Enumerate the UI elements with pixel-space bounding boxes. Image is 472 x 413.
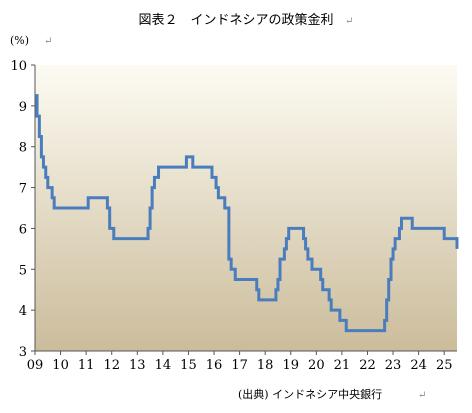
plot-area (35, 65, 457, 351)
policy-rate-line (35, 94, 459, 333)
y-tick-label: 3 (19, 345, 27, 360)
y-tick-label: 10 (10, 59, 27, 74)
y-unit-label: (%) (10, 34, 29, 47)
x-tick-label: 17 (231, 358, 248, 373)
y-tick-label: 6 (19, 222, 27, 237)
title-paragraph-mark: ↵ (345, 16, 353, 27)
chart-title: 図表２ インドネシアの政策金利 (138, 12, 333, 28)
x-tick-label: 13 (129, 358, 146, 373)
y-axis: 3 4 5 6 7 8 9 10 (10, 59, 36, 360)
y-tick-label: 9 (19, 100, 27, 115)
x-tick-label: 22 (359, 358, 376, 373)
x-tick-label: 25 (436, 358, 453, 373)
x-tick-label: 12 (103, 358, 120, 373)
x-tick-label: 10 (52, 358, 69, 373)
x-tick-label: 16 (206, 358, 223, 373)
series-group (35, 94, 459, 333)
source-paragraph-mark: ↵ (418, 390, 426, 401)
y-tick-label: 4 (19, 304, 27, 319)
x-axis: 09 10 11 12 13 14 15 16 17 18 19 20 21 22 23 24 25 (27, 350, 457, 373)
y-tick-label: 5 (19, 263, 27, 278)
x-tick-label: 14 (155, 358, 172, 373)
x-tick-label: 19 (282, 358, 299, 373)
x-tick-label: 18 (257, 358, 274, 373)
x-tick-label: 11 (78, 358, 95, 373)
unit-paragraph-mark: ↵ (44, 36, 52, 47)
x-tick-label: 09 (27, 358, 44, 373)
source-note: (出典) インドネシア中央銀行 (238, 387, 382, 401)
x-tick-label: 24 (410, 358, 427, 373)
y-tick-label: 8 (19, 141, 27, 156)
y-tick-label: 7 (19, 182, 27, 197)
x-tick-label: 23 (385, 358, 402, 373)
x-tick-label: 21 (334, 358, 351, 373)
x-tick-label: 15 (180, 358, 197, 373)
x-tick-label: 20 (308, 358, 325, 373)
